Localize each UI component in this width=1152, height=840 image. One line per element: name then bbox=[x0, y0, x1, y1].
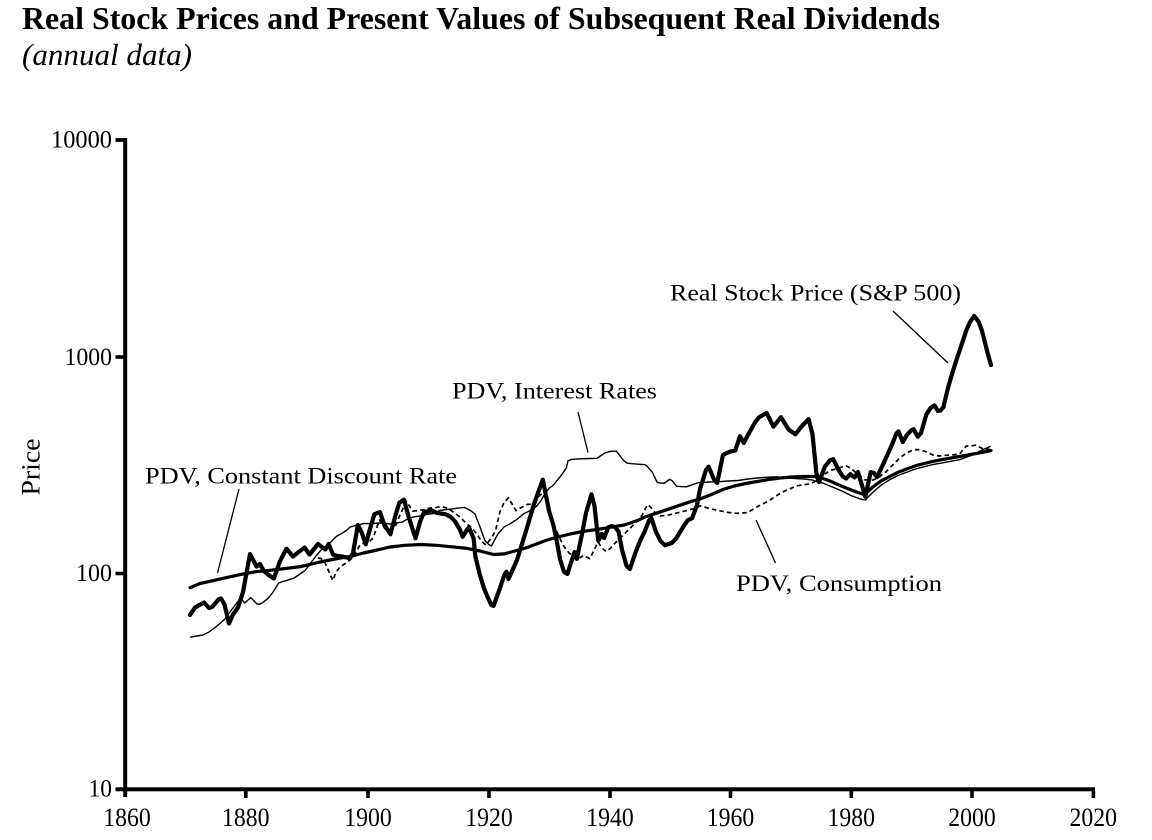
svg-text:Price: Price bbox=[17, 439, 46, 496]
svg-text:(annual data): (annual data) bbox=[22, 37, 192, 72]
svg-text:1920: 1920 bbox=[465, 803, 513, 832]
svg-text:Real Stock Prices and Present: Real Stock Prices and Present Values of … bbox=[22, 0, 940, 36]
svg-text:PDV, Consumption: PDV, Consumption bbox=[736, 571, 942, 597]
svg-text:Real Stock Price (S&P 500): Real Stock Price (S&P 500) bbox=[670, 281, 961, 307]
svg-text:2000: 2000 bbox=[948, 803, 996, 832]
svg-text:1960: 1960 bbox=[707, 803, 755, 832]
svg-text:1980: 1980 bbox=[828, 803, 876, 832]
svg-text:1880: 1880 bbox=[222, 803, 270, 832]
svg-text:10000: 10000 bbox=[51, 127, 112, 154]
svg-text:1000: 1000 bbox=[65, 344, 113, 371]
svg-text:1860: 1860 bbox=[103, 803, 151, 832]
svg-text:2020: 2020 bbox=[1070, 803, 1118, 832]
svg-text:1900: 1900 bbox=[344, 803, 392, 832]
svg-text:10: 10 bbox=[89, 776, 113, 803]
svg-text:1940: 1940 bbox=[586, 803, 634, 832]
svg-text:PDV, Interest Rates: PDV, Interest Rates bbox=[452, 379, 657, 405]
svg-text:PDV, Constant Discount Rate: PDV, Constant Discount Rate bbox=[145, 464, 457, 490]
svg-text:100: 100 bbox=[76, 560, 112, 587]
